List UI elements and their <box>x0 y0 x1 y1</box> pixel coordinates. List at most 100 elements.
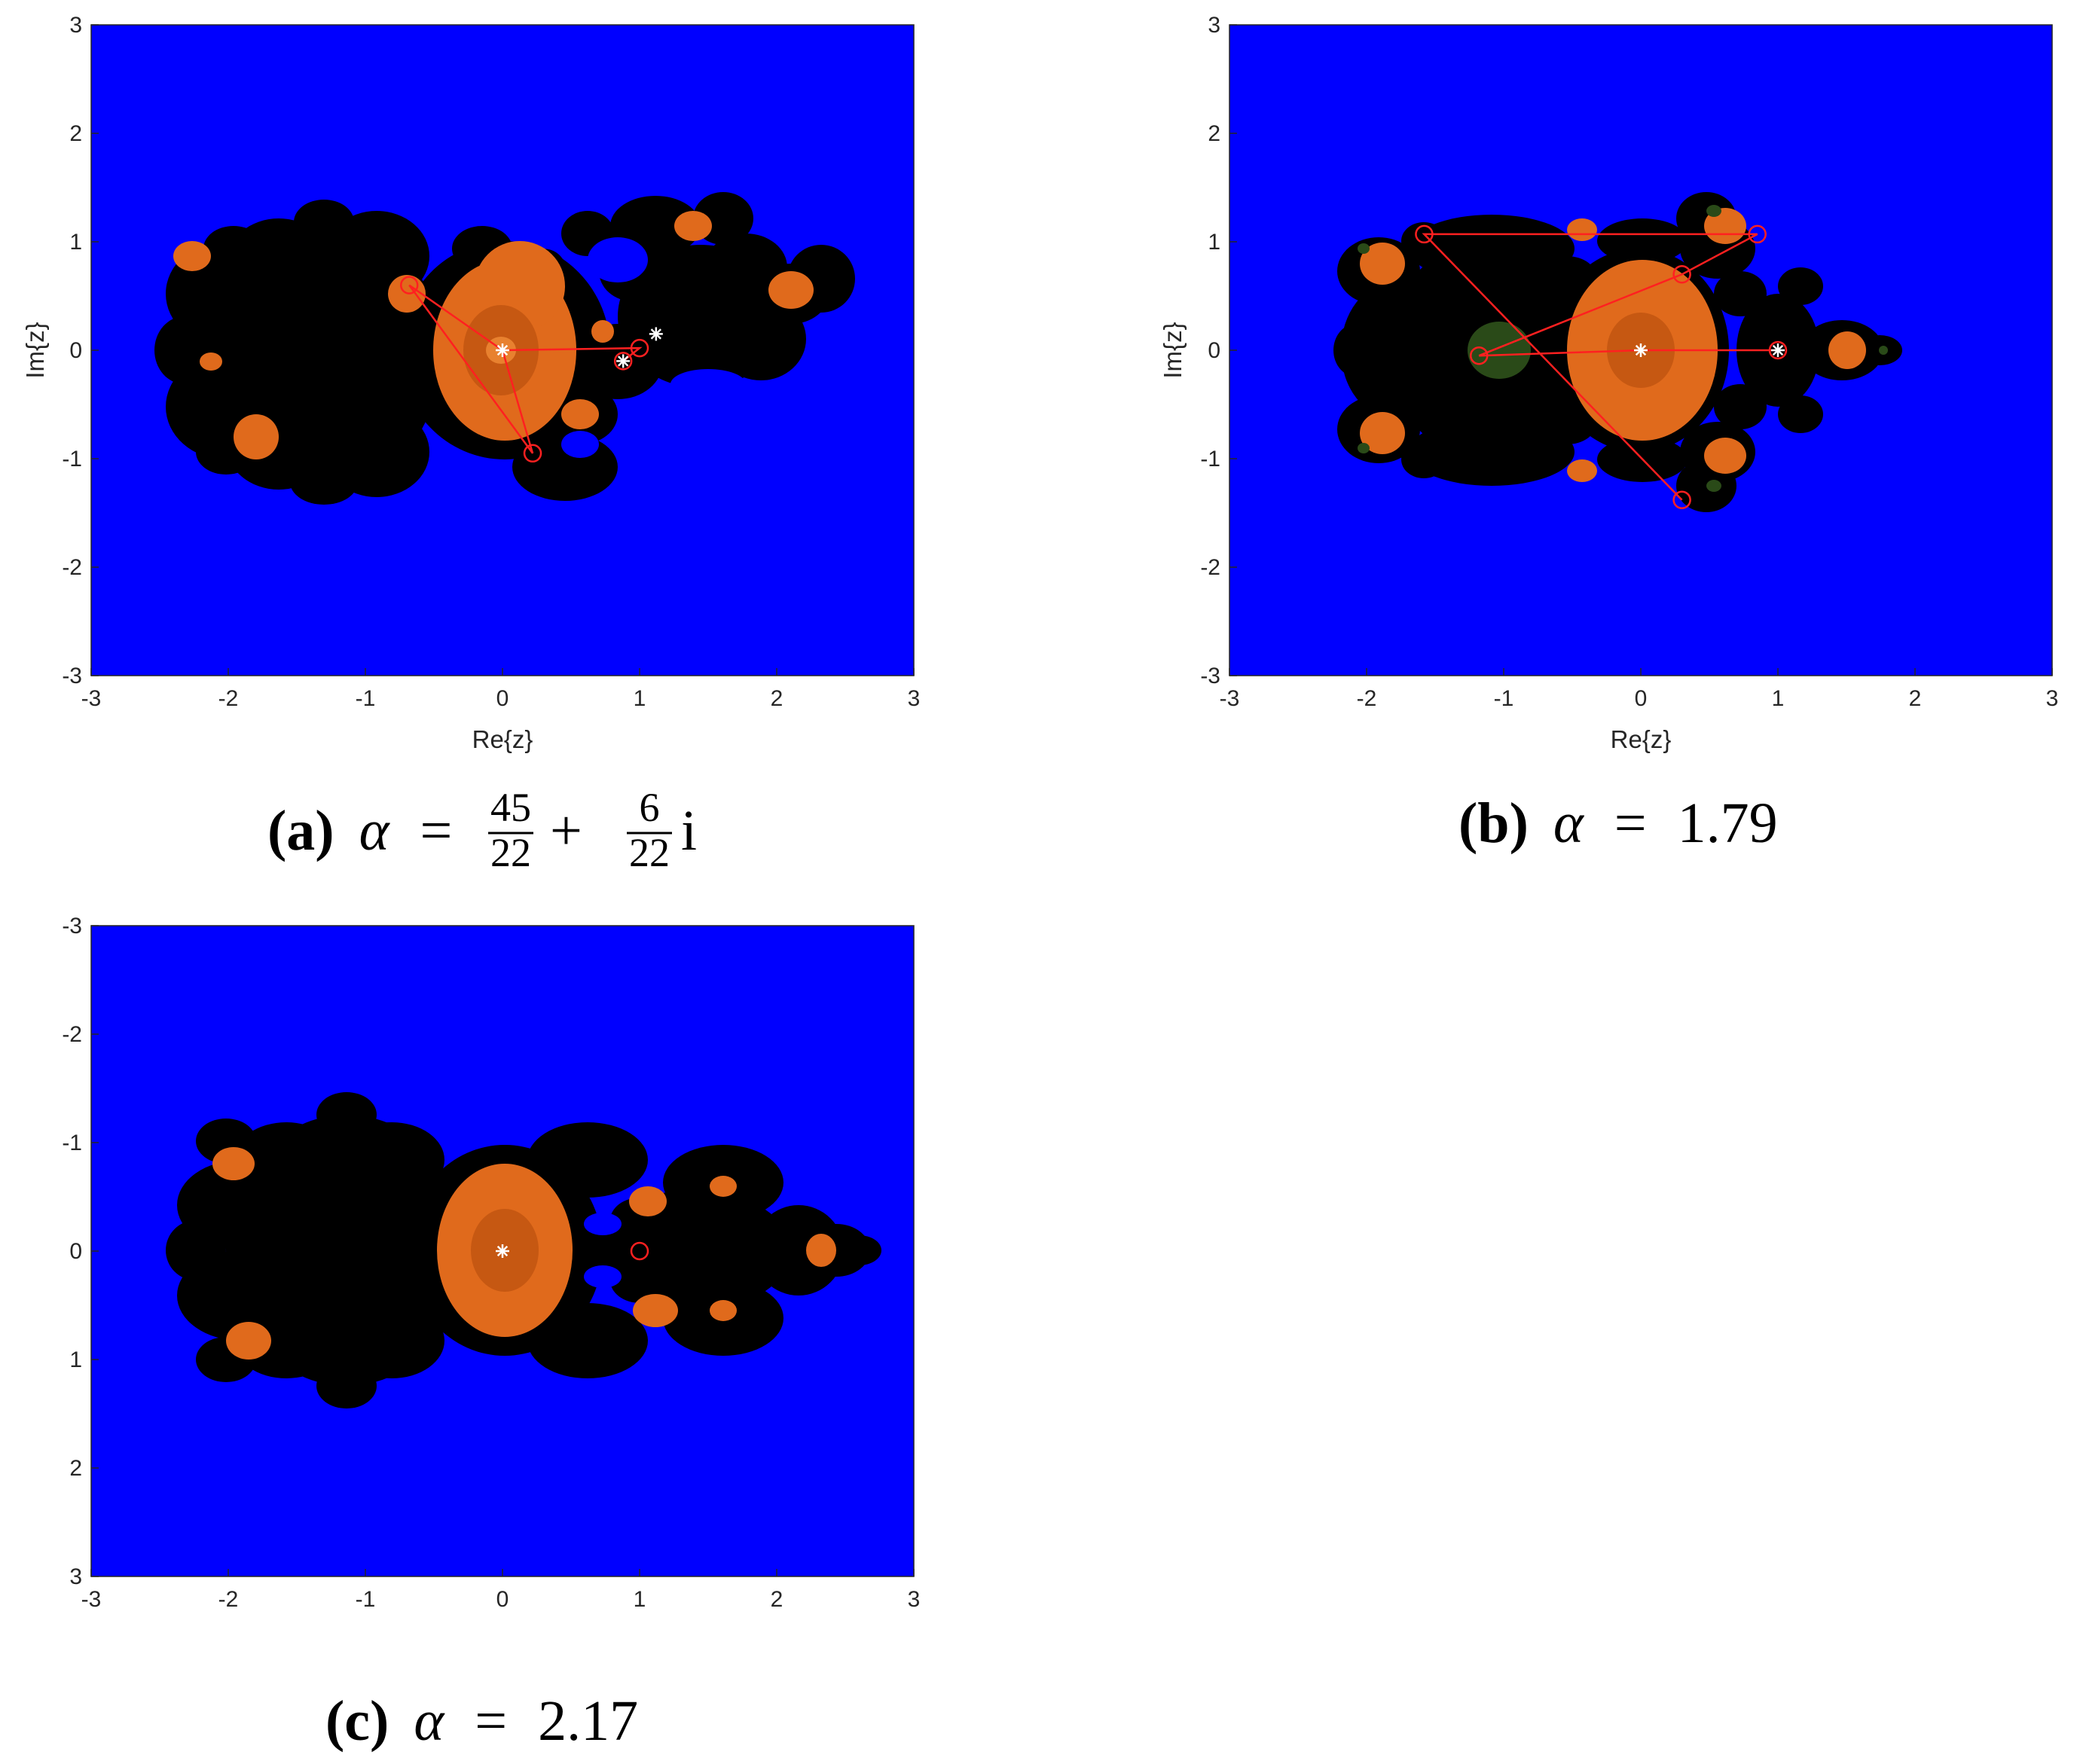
orbit-line <box>1422 233 1778 501</box>
panel-b-caption-letter: (b) <box>1458 792 1529 855</box>
panel-c-caption-symbol: α <box>414 1689 445 1753</box>
x-tick-label: 1 <box>634 1587 646 1612</box>
orbit-point <box>630 1241 649 1261</box>
y-tick-label: 0 <box>69 338 82 363</box>
y-tick-label: 1 <box>69 1347 82 1372</box>
panel-b-ticks: -3 -2 -1 0 1 2 3 -3 -2 -1 0 1 2 3 <box>1200 13 2058 711</box>
x-tick-label: -3 <box>1220 686 1240 711</box>
x-tick-label: 0 <box>496 686 509 711</box>
orbit-point <box>399 276 419 295</box>
panel-a-caption-suffix: i <box>681 799 697 862</box>
panel-c-caption-letter: (c) <box>325 1689 389 1753</box>
panel-c-holes <box>584 1213 622 1288</box>
panel-a-holes <box>561 237 746 458</box>
x-tick-label: 2 <box>771 1587 783 1612</box>
orbit-point <box>1469 346 1489 365</box>
orbit-point <box>613 352 633 371</box>
y-tick-label: -1 <box>1200 447 1220 472</box>
panel-c-julia-set <box>166 1092 881 1408</box>
orbit-point <box>523 444 542 463</box>
panel-a-caption-equals: = <box>420 799 453 862</box>
panel-b-fractal <box>1333 192 1902 512</box>
y-tick-label: 0 <box>69 1239 82 1264</box>
y-tick-label: 3 <box>1208 13 1220 38</box>
x-tick-label: -1 <box>356 686 376 711</box>
panel-a-frac1-den: 22 <box>490 830 531 875</box>
panel-c-orbit-overlay <box>496 1241 649 1261</box>
x-tick-label: -1 <box>1494 686 1514 711</box>
panel-c-caption-equals: = <box>475 1689 507 1753</box>
x-tick-label: 3 <box>908 686 921 711</box>
panel-a-caption-symbol: α <box>359 799 391 862</box>
y-tick-label: 3 <box>69 13 82 38</box>
y-tick-label: -3 <box>62 914 82 938</box>
panel-a-frac2-den: 22 <box>629 830 670 875</box>
x-tick-label: 3 <box>908 1587 921 1612</box>
y-tick-label: -1 <box>62 1131 82 1155</box>
x-tick-label: 2 <box>771 686 783 711</box>
panel-c-caption-value: 2.17 <box>538 1689 638 1753</box>
orbit-point <box>630 338 649 358</box>
x-tick-label: -3 <box>81 1587 102 1612</box>
x-tick-label: 0 <box>1635 686 1648 711</box>
panel-c-fractal <box>166 1092 881 1408</box>
orbit-point <box>1672 264 1691 284</box>
panel-a-frac2-num: 6 <box>640 785 660 830</box>
y-tick-label: 0 <box>1208 338 1220 363</box>
orbit-point <box>1748 224 1767 244</box>
y-tick-label: -3 <box>62 664 82 688</box>
orbit-line <box>408 284 643 454</box>
panel-b: -3 -2 -1 0 1 2 3 -3 -2 -1 0 1 2 3 Re{z} Im{z} (b) α =… <box>1159 13 2058 855</box>
y-tick-label: -3 <box>1200 664 1220 688</box>
orbit-point <box>1672 490 1691 509</box>
y-tick-label: -1 <box>62 447 82 472</box>
svg-text:(a) α =: (a) α = <box>267 799 452 862</box>
fixed-point-marker <box>1634 343 1648 357</box>
y-tick-label: 2 <box>69 1456 82 1481</box>
x-tick-label: 0 <box>496 1587 509 1612</box>
y-tick-label: 1 <box>69 230 82 255</box>
fixed-point-marker <box>616 354 631 368</box>
x-tick-label: -3 <box>81 686 102 711</box>
panel-b-caption-equals: = <box>1614 792 1647 855</box>
panel-a: -3 -2 -1 0 1 2 3 -3 -2 -1 0 1 2 3 Re{z} Im{z} (a) α =… <box>21 13 920 875</box>
panel-a-xlabel: Re{z} <box>472 725 533 753</box>
x-tick-label: -2 <box>218 1587 239 1612</box>
panel-a-orbit-overlay <box>399 276 663 463</box>
fixed-point-marker <box>1771 343 1785 357</box>
panel-b-ylabel: Im{z} <box>1159 322 1187 378</box>
panel-b-caption: (b) α = 1.79 <box>1458 792 1778 855</box>
panel-a-caption-plus: + <box>550 799 582 862</box>
fixed-point-marker <box>496 343 509 357</box>
y-tick-label: -2 <box>62 555 82 580</box>
y-tick-label: -2 <box>1200 555 1220 580</box>
panel-c-caption: (c) α = 2.17 <box>325 1689 638 1753</box>
x-tick-label: -2 <box>1357 686 1377 711</box>
fixed-point-marker <box>649 327 663 341</box>
x-tick-label: -1 <box>356 1587 376 1612</box>
x-tick-label: -2 <box>218 686 239 711</box>
panel-b-green-basins <box>1358 205 1888 492</box>
panel-b-caption-symbol: α <box>1553 792 1585 855</box>
panel-a-ylabel: Im{z} <box>21 322 49 378</box>
y-tick-label: 3 <box>69 1564 82 1589</box>
panel-a-caption: (a) α = 45 22 + 6 22 i <box>267 785 697 875</box>
x-tick-label: 1 <box>1772 686 1785 711</box>
panel-a-fractal <box>154 192 855 505</box>
y-tick-label: 1 <box>1208 230 1220 255</box>
fixed-point-marker <box>496 1244 509 1258</box>
orbit-point <box>1415 224 1434 244</box>
panel-b-orbit-overlay <box>1415 224 1788 509</box>
y-tick-label: 2 <box>1208 121 1220 146</box>
panel-a-caption-letter: (a) <box>267 799 334 862</box>
panel-b-caption-value: 1.79 <box>1678 792 1778 855</box>
y-tick-label: -2 <box>62 1022 82 1047</box>
panel-a-ticks: -3 -2 -1 0 1 2 3 -3 -2 -1 0 1 2 3 <box>62 13 920 711</box>
y-tick-label: 2 <box>69 121 82 146</box>
x-tick-label: 3 <box>2046 686 2059 711</box>
orbit-point <box>1768 340 1788 360</box>
x-tick-label: 2 <box>1909 686 1922 711</box>
